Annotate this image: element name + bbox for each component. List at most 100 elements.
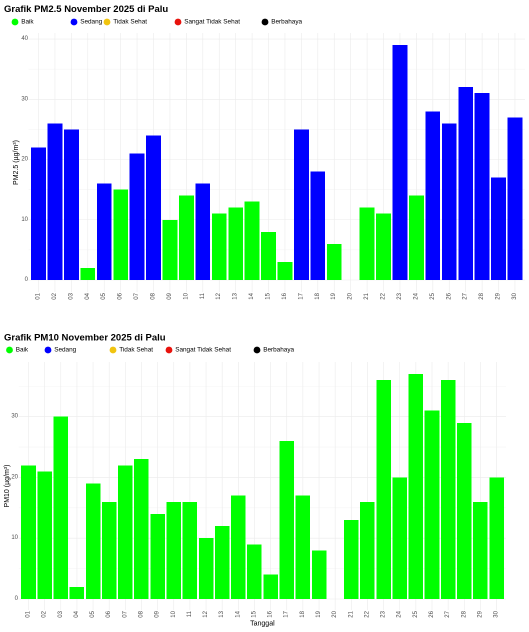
x-tick-label: 21 [364, 292, 370, 299]
x-axis-title: Tanggal [250, 621, 275, 628]
bar-day-12 [198, 538, 214, 599]
x-tick-label: 17 [284, 610, 290, 617]
x-tick-labels: 01 02 03 04 05 06 07 08 09 10 11 12 13 14 15 16 17 18 19 20… [36, 292, 518, 299]
x-tick-label: 18 [315, 292, 321, 299]
x-tick-label: 09 [167, 292, 173, 299]
bars [21, 374, 504, 599]
bar-day-08 [134, 459, 149, 599]
bar-day-29 [473, 501, 488, 599]
bar-day-22 [360, 501, 375, 599]
x-tick-label: 24 [397, 610, 403, 617]
bar-day-15 [247, 544, 262, 599]
x-tick-label: 13 [233, 292, 239, 299]
bar-day-15 [261, 231, 276, 280]
bar-day-21 [359, 207, 375, 280]
y-tick-labels: 0 10 20 30 [11, 414, 18, 602]
x-tick-label: 15 [251, 610, 257, 617]
bar-day-07 [118, 465, 133, 599]
x-tick-label: 10 [171, 610, 177, 617]
y-tick-label: 20 [11, 474, 18, 480]
legend-swatch [165, 346, 173, 354]
x-tick-label: 26 [446, 292, 452, 299]
x-tick-label: 26 [429, 610, 435, 617]
pm25-chart: 01 02 03 04 05 06 07 08 09 10 11 12 13 14 15 16 17 18 19 20… [0, 0, 529, 312]
legend-label: Sedang [80, 19, 102, 26]
bar-day-27 [458, 87, 474, 280]
legend: Baik Sedang Tidak Sehat Sangat Tidak Sehat B… [6, 346, 295, 354]
legend-label: Berbahaya [263, 347, 294, 354]
pm10-plot: 01 02 03 04 05 06 07 08 09 10 11 12 13 14 15 16 17 18 19 20… [4, 333, 506, 628]
x-tick-label: 07 [134, 292, 140, 299]
x-tick-label: 12 [203, 610, 209, 617]
y-tick-label: 0 [25, 277, 29, 283]
x-tick-label: 06 [118, 292, 124, 299]
bar-day-14 [231, 495, 246, 599]
bar-day-28 [457, 422, 472, 599]
pm25-plot: 01 02 03 04 05 06 07 08 09 10 11 12 13 14 15 16 17 18 19 20… [4, 4, 525, 300]
bar-day-06 [113, 189, 129, 280]
x-tick-label: 25 [430, 292, 436, 299]
bar-day-30 [507, 117, 523, 280]
bar-day-11 [182, 501, 198, 599]
x-tick-label: 23 [381, 610, 387, 617]
y-axis-title: PM10 (µg/m³) [4, 465, 11, 508]
x-tick-label: 09 [155, 610, 161, 617]
x-tick-label: 18 [300, 610, 306, 617]
x-tick-label: 10 [183, 292, 189, 299]
x-tick-labels: 01 02 03 04 05 06 07 08 09 10 11 12 13 14 15 16 17 18 19 20… [26, 610, 500, 617]
x-tick-label: 29 [477, 610, 483, 617]
x-tick-label: 11 [200, 292, 206, 299]
bars [31, 45, 523, 281]
legend-swatch [253, 346, 261, 354]
x-tick-label: 27 [463, 292, 469, 299]
bar-day-16 [277, 261, 293, 280]
y-axis-title: PM2.5 (µg/m³) [13, 140, 20, 185]
x-tick-label: 25 [413, 610, 419, 617]
bar-day-16 [263, 574, 278, 599]
legend-swatch [70, 18, 78, 26]
x-tick-label: 23 [397, 292, 403, 299]
bar-day-23 [376, 380, 391, 599]
legend-swatch [11, 18, 19, 26]
legend: Baik Sedang Tidak Sehat Sangat Tidak Sehat B… [11, 18, 303, 26]
bar-day-05 [96, 183, 112, 280]
y-tick-label: 30 [21, 96, 28, 102]
bar-day-26 [424, 410, 440, 599]
legend-label: Berbahaya [271, 19, 302, 26]
bar-day-09 [150, 513, 165, 599]
bar-day-06 [101, 501, 117, 599]
bar-day-17 [279, 441, 295, 599]
x-tick-label: 29 [496, 292, 502, 299]
bar-day-26 [441, 123, 457, 281]
x-tick-label: 24 [413, 292, 419, 299]
bar-day-13 [214, 526, 230, 599]
x-tick-label: 20 [332, 610, 338, 617]
bar-day-04 [69, 586, 85, 599]
pm10-chart: 01 02 03 04 05 06 07 08 09 10 11 12 13 14 15 16 17 18 19 20… [0, 328, 529, 632]
legend-swatch [261, 18, 269, 26]
legend-swatch [109, 346, 117, 354]
x-tick-label: 22 [364, 610, 370, 617]
bar-day-29 [491, 177, 506, 280]
bar-day-01 [21, 465, 36, 599]
bar-day-17 [293, 129, 309, 280]
bar-day-11 [195, 183, 211, 280]
x-tick-label: 03 [68, 292, 74, 299]
legend-label: Tidak Sehat [113, 19, 147, 26]
bar-day-14 [244, 201, 260, 280]
x-tick-label: 22 [381, 292, 387, 299]
bar-day-04 [80, 267, 96, 280]
bar-day-08 [146, 135, 161, 280]
bar-day-03 [63, 129, 79, 280]
legend-swatch [6, 346, 13, 354]
bar-day-18 [310, 171, 326, 280]
legend-swatch [174, 18, 182, 26]
x-tick-label: 28 [461, 610, 467, 617]
x-tick-label: 14 [235, 610, 241, 617]
bar-day-10 [166, 501, 182, 599]
legend-label: Sangat Tidak Sehat [175, 347, 231, 354]
y-tick-label: 10 [11, 535, 18, 541]
x-tick-label: 20 [348, 292, 354, 299]
x-tick-label: 08 [151, 292, 157, 299]
bar-day-25 [408, 374, 424, 599]
